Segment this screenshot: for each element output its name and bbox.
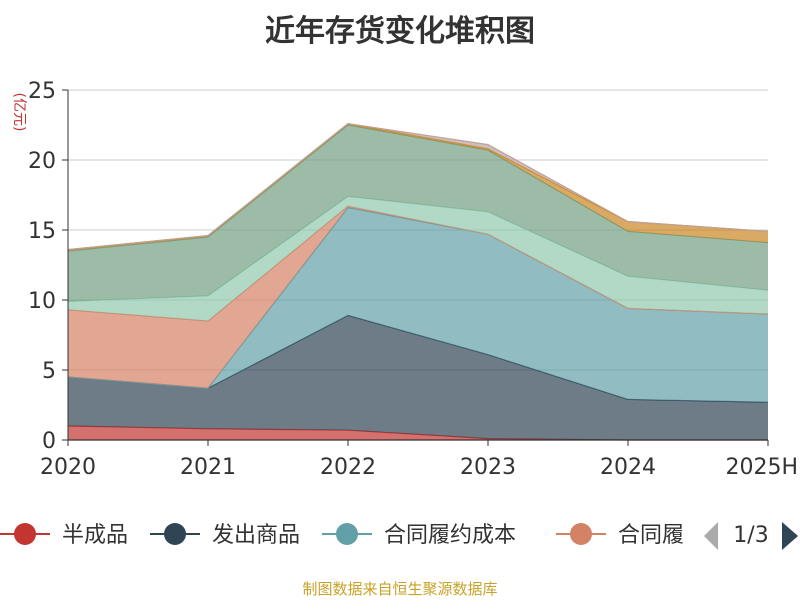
- area-series-3: [68, 207, 768, 403]
- legend-pager: 1/3: [704, 522, 798, 550]
- y-axis-unit-label: (亿元): [11, 93, 27, 132]
- legend-item[interactable]: 合同履约成本: [322, 523, 516, 548]
- x-tick-label: 2020: [40, 455, 96, 480]
- area-series-5: [68, 196, 768, 321]
- legend-item[interactable]: 发出商品: [150, 523, 300, 548]
- y-tick-label: 10: [28, 289, 56, 314]
- area-series-2: [68, 315, 768, 440]
- legend-label: 合同履约成本: [384, 523, 516, 548]
- y-tick-label: 15: [28, 219, 56, 244]
- legend-circle-icon: [164, 523, 186, 545]
- area-series-6: [68, 125, 768, 302]
- legend-item[interactable]: 半成品: [0, 523, 128, 548]
- legend: 半成品 发出商品 合同履约成本 合同履: [0, 523, 684, 548]
- area-series-group: [67, 122, 769, 441]
- legend-label: 半成品: [62, 523, 128, 548]
- legend-label: 发出商品: [212, 523, 300, 548]
- area-series-4: [68, 206, 768, 389]
- axes: 0 5 10 15 20 25 2020 2021 2022 2023 2024 2025H: [28, 79, 798, 480]
- x-tick-label: 2025H: [725, 455, 798, 480]
- legend-item[interactable]: 合同履: [556, 523, 684, 548]
- y-tick-label: 5: [42, 359, 56, 384]
- legend-circle-icon: [14, 523, 36, 545]
- legend-circle-icon: [336, 523, 358, 545]
- x-tick-label: 2021: [180, 455, 236, 480]
- x-tick-label: 2023: [460, 455, 516, 480]
- y-tick-label: 0: [42, 429, 56, 454]
- y-tick-label: 20: [28, 149, 56, 174]
- legend-circle-icon: [570, 523, 592, 545]
- chart-title: 近年存货变化堆积图: [265, 14, 535, 49]
- legend-page-indicator: 1/3: [733, 523, 768, 548]
- legend-label: 合同履: [618, 523, 684, 548]
- x-tick-label: 2022: [320, 455, 376, 480]
- area-series-line-8: [67, 122, 769, 251]
- legend-prev-arrow-icon[interactable]: [704, 522, 718, 550]
- legend-next-arrow-icon[interactable]: [782, 522, 798, 550]
- x-tick-label: 2024: [600, 455, 656, 480]
- source-note: 制图数据来自恒生聚源数据库: [302, 580, 498, 598]
- y-tick-label: 25: [28, 79, 56, 104]
